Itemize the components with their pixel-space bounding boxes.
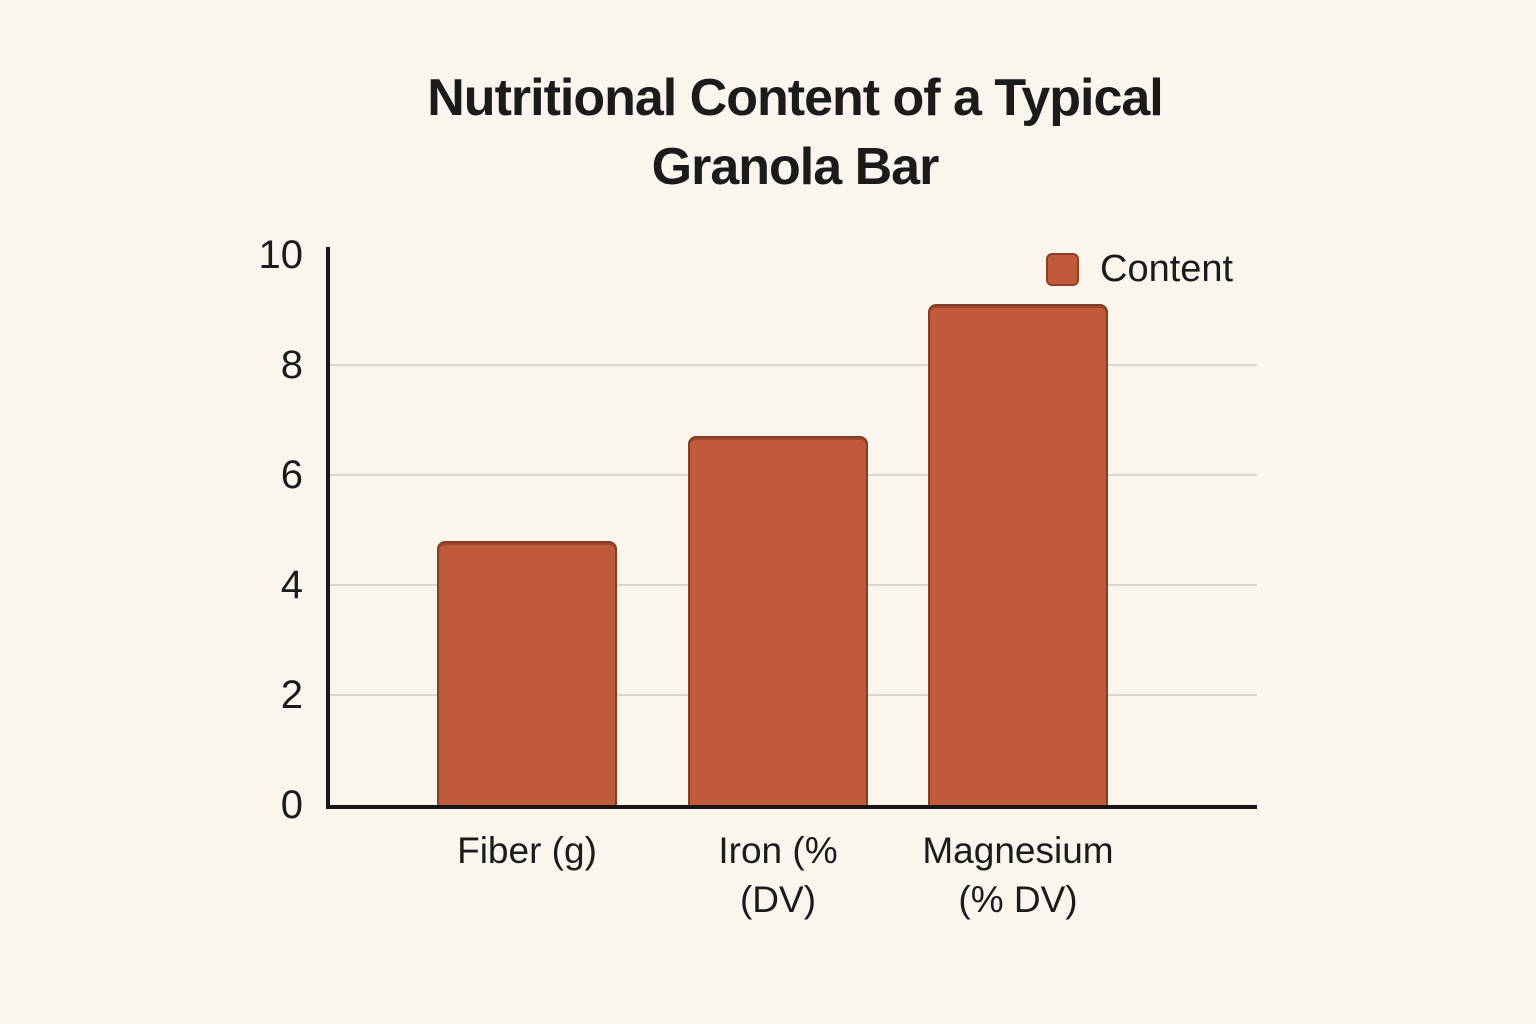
chart-title: Nutritional Content of a Typical Granola… [427, 69, 1163, 196]
y-tick-label-10: 10 [258, 233, 304, 277]
bar-iron-dv [688, 436, 868, 805]
y-tick-label-6: 6 [280, 453, 303, 497]
bar-magnesium-dv [928, 304, 1108, 805]
y-tick-label-2: 2 [280, 673, 303, 717]
legend-swatch-content [1046, 252, 1079, 286]
y-tick-label-0: 0 [280, 783, 303, 827]
x-axis-line [326, 805, 1257, 809]
x-label-magnesium-dv: Magnesium (% DV) [922, 830, 1114, 920]
bar-fiber-g [437, 541, 617, 805]
legend-label-content: Content [1100, 248, 1234, 290]
x-label-fiber-g: Fiber (g) [457, 830, 597, 871]
y-tick-label-8: 8 [280, 343, 303, 387]
plot-area [326, 247, 1257, 809]
y-tick-label-4: 4 [280, 563, 303, 607]
x-label-iron-dv: Iron (% (DV) [718, 830, 838, 920]
gridline-y-8 [330, 364, 1257, 366]
legend: Content [1046, 250, 1233, 288]
y-axis-line [326, 247, 330, 807]
